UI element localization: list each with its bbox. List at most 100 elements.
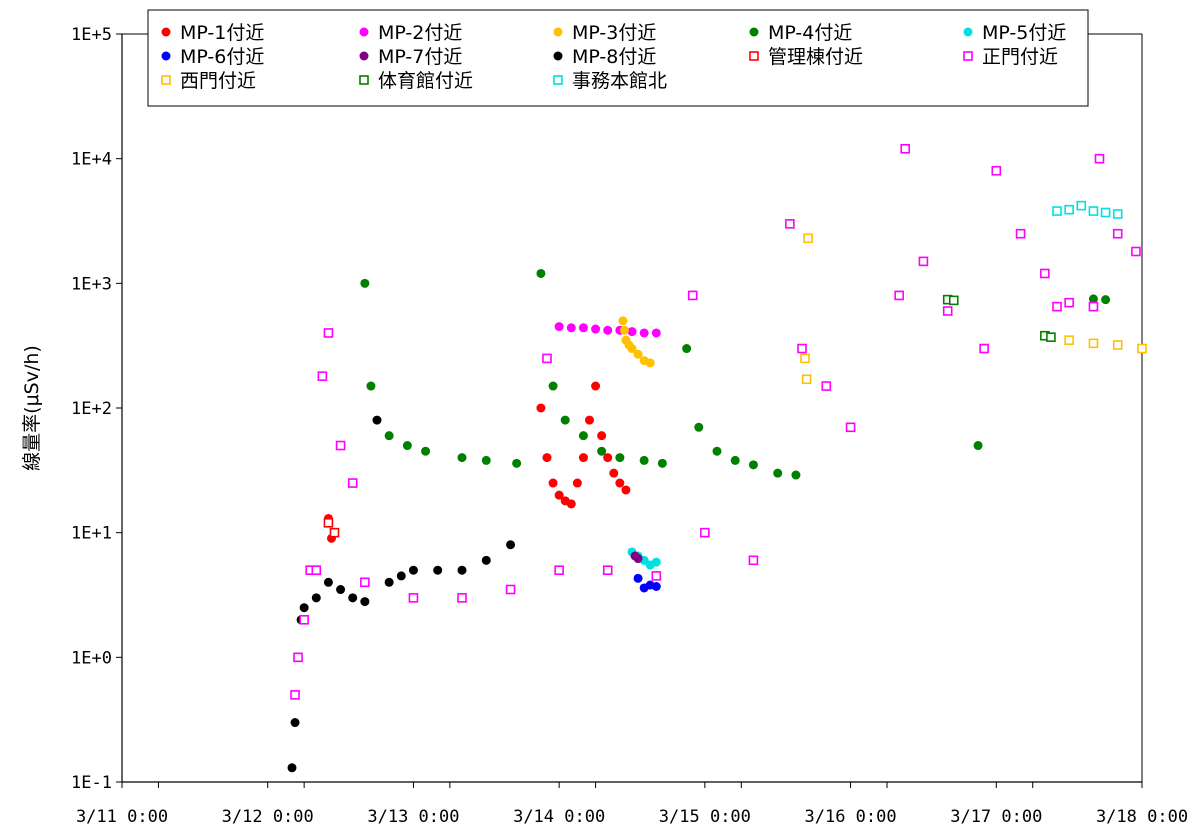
data-point: [651, 571, 662, 581]
legend-label: MP-4付近: [768, 22, 852, 44]
data-point: [633, 349, 643, 359]
legend-marker: [359, 27, 369, 37]
data-point: [948, 295, 959, 306]
y-tick-label: 1E-1: [71, 773, 112, 793]
data-point: [1064, 204, 1074, 215]
data-point: [457, 593, 467, 603]
y-tick-labels: 1E-1 1E+0 1E+1 1E+2 1E+3 1E+4 1E+5: [71, 25, 112, 793]
data-point: [536, 268, 546, 278]
legend-marker: [553, 75, 563, 85]
data-point: [481, 455, 491, 465]
y-tick-label: 1E+1: [71, 524, 112, 544]
data-point: [335, 440, 346, 451]
x-tick-label: 3/17 0:00: [950, 807, 1042, 827]
legend-label: 管理棟付近: [768, 46, 863, 68]
data-point: [336, 585, 346, 595]
data-point: [323, 517, 334, 528]
data-point: [621, 485, 631, 495]
data-point: [372, 415, 382, 425]
series-MP-2付近: [554, 322, 661, 338]
data-point: [384, 431, 394, 441]
data-point: [942, 306, 953, 316]
data-point: [597, 446, 607, 456]
legend-marker: [161, 27, 171, 37]
data-point: [639, 455, 649, 465]
data-point: [396, 571, 406, 581]
axes: [116, 33, 1143, 788]
data-point: [597, 431, 607, 441]
data-point: [651, 328, 661, 338]
data-point: [481, 555, 491, 565]
data-point: [627, 344, 637, 354]
data-point: [323, 328, 334, 338]
legend-label: MP-8付近: [572, 46, 656, 68]
y-tick-label: 1E+2: [71, 399, 112, 419]
data-point: [1064, 297, 1074, 308]
data-point: [1137, 343, 1147, 354]
data-point: [748, 460, 758, 470]
legend-label: 正門付近: [982, 46, 1058, 68]
data-point: [408, 593, 419, 603]
data-point: [682, 344, 692, 354]
data-point: [505, 584, 516, 595]
x-tick-label: 3/14 0:00: [513, 807, 605, 827]
data-point: [578, 453, 588, 463]
data-point: [1101, 295, 1111, 305]
legend-label: 西門付近: [180, 70, 256, 92]
legend-label: MP-6付近: [180, 46, 264, 68]
legend-marker: [359, 51, 369, 61]
y-tick-label: 1E+0: [71, 648, 112, 668]
legend-box: [147, 9, 1089, 107]
data-point: [366, 381, 376, 391]
series-MP-4付近: [360, 268, 1111, 480]
data-point: [615, 453, 625, 463]
data-point: [603, 453, 613, 463]
series-MP-1付近: [323, 381, 631, 543]
data-point: [560, 415, 570, 425]
legend-label: MP-1付近: [180, 22, 264, 44]
data-point: [506, 540, 516, 550]
data-point: [421, 446, 431, 456]
data-point: [554, 565, 564, 575]
legend-marker: [963, 27, 973, 37]
series-MP-6付近: [633, 573, 661, 593]
legend-marker: [161, 75, 171, 85]
data-point: [578, 431, 588, 441]
data-marks: [287, 143, 1147, 773]
data-point: [651, 557, 661, 567]
data-point: [554, 322, 564, 332]
x-tick-label: 3/15 0:00: [659, 807, 751, 827]
series-管理棟付近: [323, 517, 340, 538]
series-MP-8付近: [287, 415, 516, 773]
data-point: [299, 603, 309, 613]
legend-label: MP-3付近: [572, 22, 656, 44]
y-tick-label: 1E+3: [71, 274, 112, 294]
data-point: [1052, 206, 1062, 216]
data-point: [548, 478, 558, 488]
data-point: [639, 328, 649, 338]
data-point: [1046, 332, 1056, 342]
data-point: [1112, 340, 1123, 350]
x-tick-label: 3/13 0:00: [367, 807, 459, 827]
data-point: [1076, 200, 1087, 211]
data-point: [821, 381, 832, 391]
data-point: [1131, 246, 1141, 257]
data-point: [791, 470, 801, 480]
data-point: [602, 565, 613, 575]
legend-marker: [749, 51, 759, 61]
data-point: [1015, 228, 1026, 239]
data-point: [845, 422, 856, 433]
data-point: [803, 233, 813, 244]
data-point: [548, 381, 558, 391]
x-tick-label: 3/11 0:00: [76, 807, 168, 827]
data-point: [457, 565, 467, 575]
data-point: [1112, 228, 1123, 239]
legend-label: MP-7付近: [378, 46, 462, 68]
legend-label: 体育館付近: [378, 70, 473, 92]
legend-marker: [359, 75, 369, 85]
legend-marker: [963, 51, 973, 61]
data-point: [730, 455, 740, 465]
data-point: [1088, 301, 1099, 312]
data-point: [512, 458, 522, 468]
